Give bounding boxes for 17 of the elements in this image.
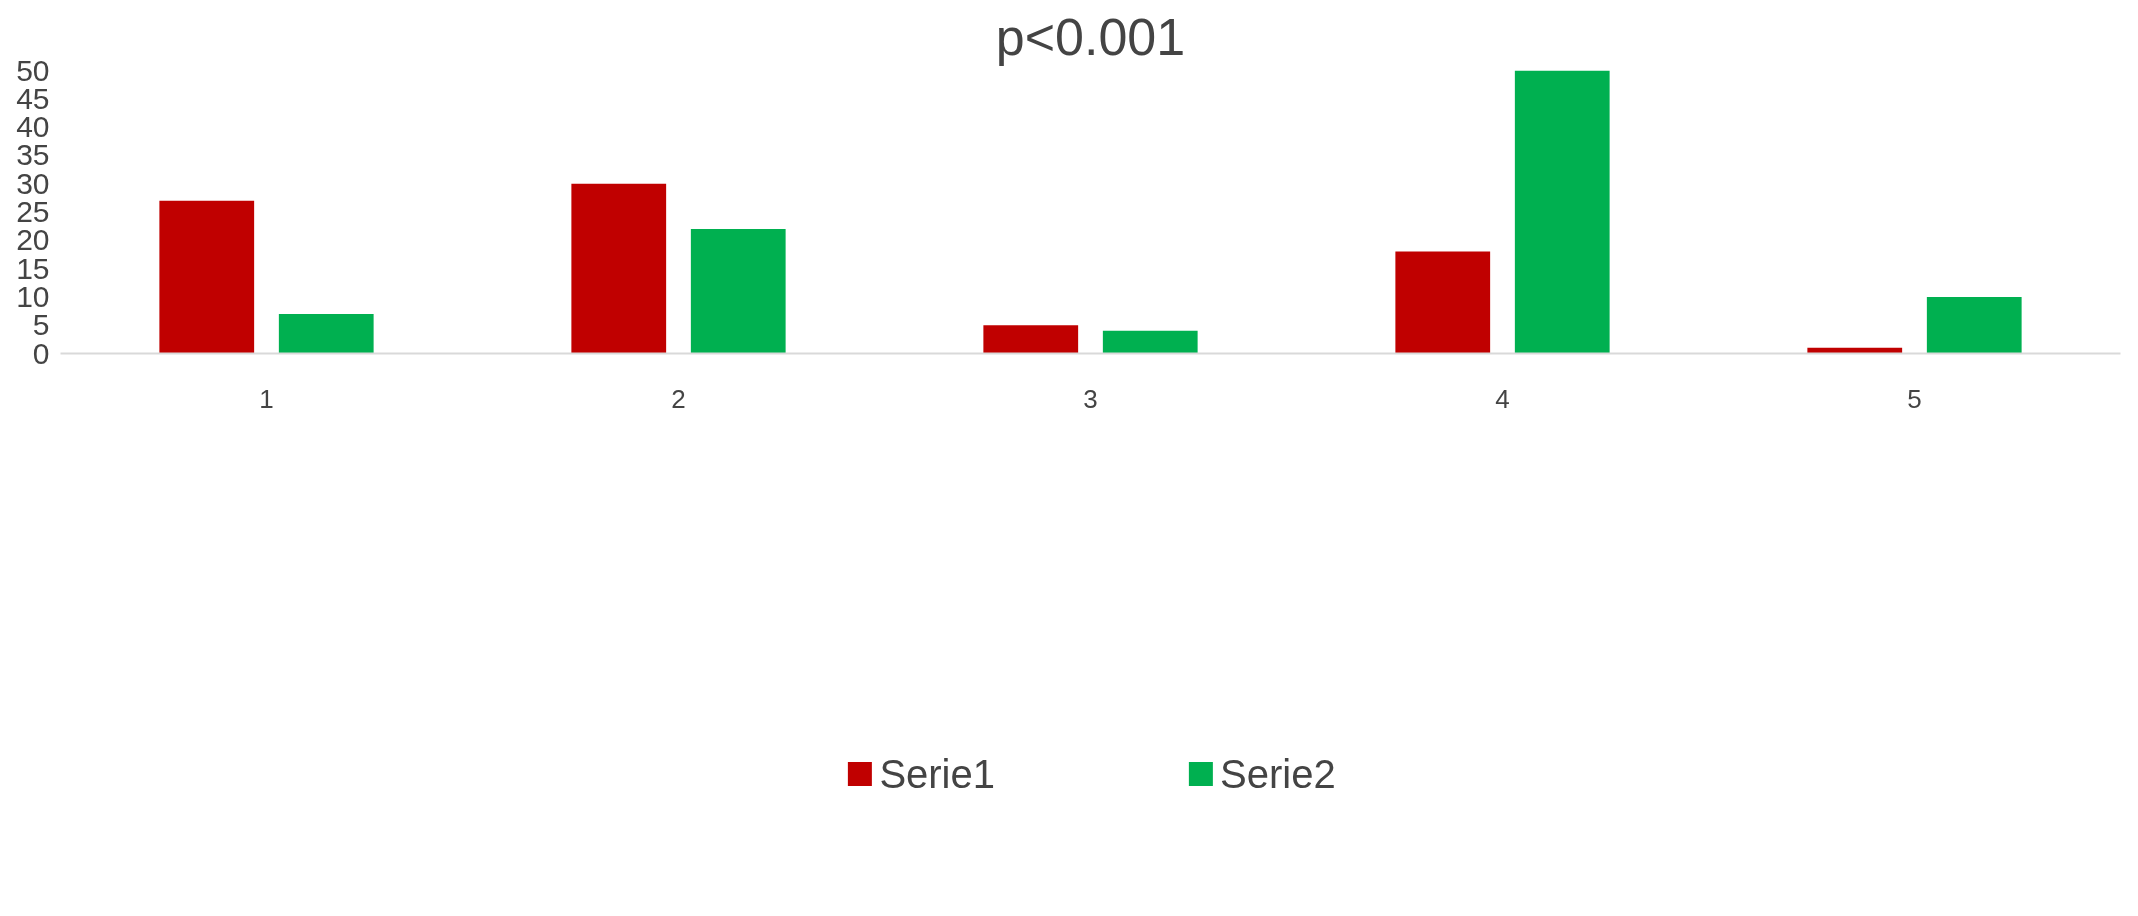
bar [159,200,255,354]
bar [1395,251,1491,354]
bar [983,325,1079,354]
x-tick-label: 1 [259,383,274,414]
x-tick-label: 3 [1083,383,1098,414]
x-tick-label: 2 [671,383,686,414]
legend-label: Serie1 [879,751,995,797]
x-tick-label: 4 [1495,383,1510,414]
bar [1514,70,1610,354]
chart-title: p<0.001 [995,7,1186,66]
bar [690,228,786,354]
x-tick-label: 5 [1907,383,1922,414]
legend-label: Serie2 [1220,751,1336,797]
bar [571,183,667,354]
bar [1926,296,2022,354]
bar [1102,330,1198,354]
bar [278,313,374,354]
